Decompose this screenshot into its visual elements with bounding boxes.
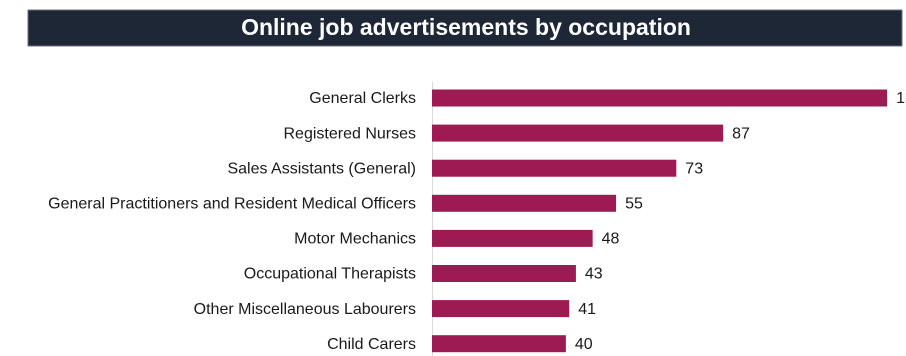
bar [432,300,570,318]
category-label: Sales Assistants (General) [227,160,416,177]
bar [432,229,593,247]
category-label: Other Miscellaneous Labourers [194,301,416,318]
bar [432,265,576,282]
bar [432,159,677,177]
category-label: Registered Nurses [284,125,417,142]
value-label: 43 [585,266,603,283]
category-label: Motor Mechanics [294,231,416,248]
bar [432,124,724,142]
value-label: 87 [732,125,750,142]
title-bar [27,9,903,47]
bar [432,194,617,212]
value-label: 41 [578,301,596,318]
bar [432,335,566,353]
category-label: General Clerks [309,90,416,107]
value-label: 40 [575,336,593,353]
value-label: 136 [896,90,906,107]
chart-title: Online job advertisements by occupation [241,14,691,40]
value-label: 48 [602,231,620,248]
category-label: General Practitioners and Resident Medic… [48,196,416,213]
category-label: Child Carers [327,336,416,353]
bar [432,89,888,107]
category-label: Occupational Therapists [244,266,416,283]
value-label: 55 [625,196,643,213]
value-label: 73 [685,160,703,177]
